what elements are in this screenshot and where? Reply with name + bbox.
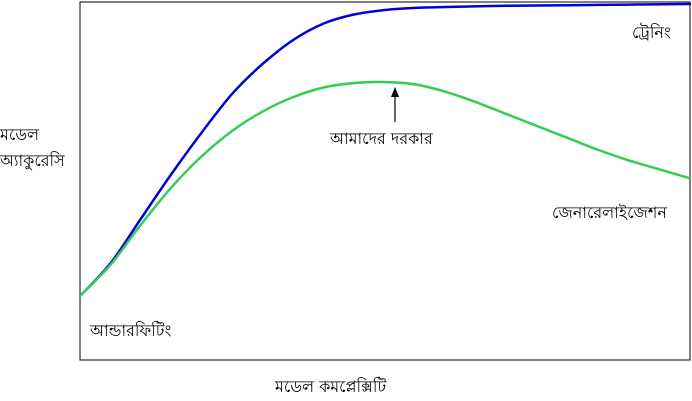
annotation-arrow-head	[391, 87, 399, 97]
generalization-series-label: জেনারেলাইজেশন	[552, 203, 667, 222]
y-axis-label-line-1: মডেল	[0, 125, 40, 144]
annotation-label-our-need: আমাদের দরকার	[329, 129, 434, 148]
y-axis-label-line-2: অ্যাকুরেসি	[0, 151, 65, 170]
training-accuracy-line	[78, 2, 692, 298]
x-axis-label: মডেল কমপ্লেক্সিটি	[274, 377, 386, 396]
plot-frame	[79, 1, 691, 361]
training-series-label: ট্রেনিং	[632, 23, 671, 42]
annotation-label-underfitting: আন্ডারফিটিং	[89, 321, 171, 340]
generalization-accuracy-line	[78, 80, 692, 298]
